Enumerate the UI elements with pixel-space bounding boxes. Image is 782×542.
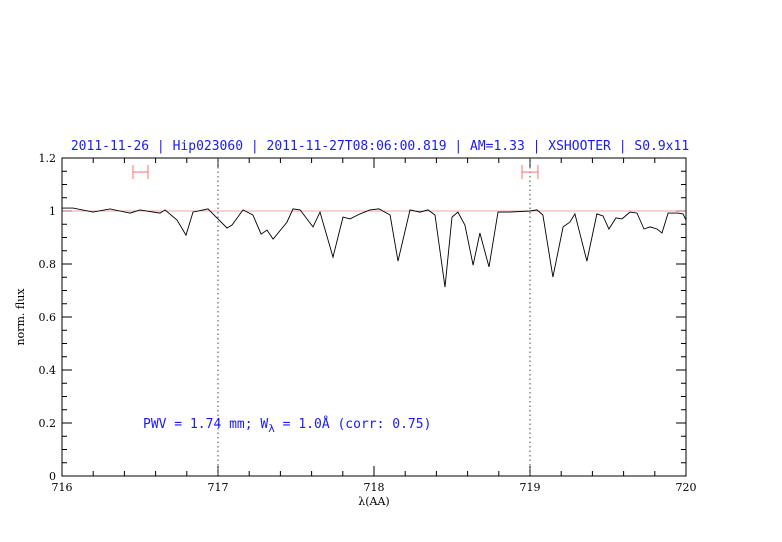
wavelength-range: [521, 165, 539, 180]
pwv-annotation: PWV = 1.74 mm; Wλ = 1.0Å (corr: 0.75): [143, 416, 431, 435]
y-tick-label: 0.4: [39, 364, 57, 377]
y-tick-label: 0: [49, 470, 56, 483]
x-tick-label: 719: [520, 481, 541, 494]
x-axis-label: λ(AA): [358, 495, 389, 508]
x-tick-label: 720: [676, 481, 697, 494]
x-tick-label: 718: [364, 481, 385, 494]
x-tick-label: 717: [208, 481, 229, 494]
annotation-post: = 1.0Å (corr: 0.75): [275, 416, 432, 432]
y-tick-label: 0.2: [39, 417, 57, 430]
x-tick-label: 716: [52, 481, 73, 494]
wavelength-range: [132, 165, 149, 180]
y-axis-label: norm. flux: [14, 288, 27, 346]
chart-title: 2011-11-26 | Hip023060 | 2011-11-27T08:0…: [71, 139, 689, 154]
y-tick-label: 1: [49, 205, 56, 218]
annotation-sub: λ: [268, 422, 275, 435]
annotation-pre: PWV = 1.74 mm; W: [143, 417, 268, 432]
y-tick-label: 1.2: [39, 152, 57, 165]
y-tick-label: 0.6: [39, 311, 57, 324]
plot-frame: [61, 157, 687, 477]
spectrum-line: [61, 207, 687, 288]
y-tick-label: 0.8: [39, 258, 57, 271]
